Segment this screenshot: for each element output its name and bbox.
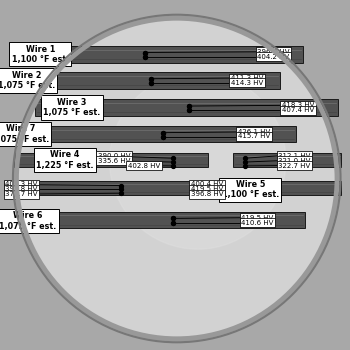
- Text: 335.6 HV: 335.6 HV: [98, 158, 130, 164]
- Bar: [233, 153, 341, 167]
- Text: 322.7 HV: 322.7 HV: [278, 162, 310, 169]
- Text: 403.3 HV: 403.3 HV: [5, 181, 38, 188]
- Bar: [35, 99, 338, 116]
- Bar: [4, 126, 296, 142]
- Text: 377.7 HV: 377.7 HV: [5, 191, 38, 197]
- Text: 411.3 HV: 411.3 HV: [231, 75, 263, 81]
- Text: 407.4 HV: 407.4 HV: [282, 107, 314, 113]
- Text: 404.2 HV: 404.2 HV: [257, 54, 289, 60]
- Text: 392.8 HV: 392.8 HV: [5, 186, 38, 193]
- Text: 414.3 HV: 414.3 HV: [231, 80, 263, 86]
- Text: Wire 5
1,100 °F est.: Wire 5 1,100 °F est.: [222, 180, 279, 200]
- Text: 312.1 HV: 312.1 HV: [278, 153, 311, 159]
- Circle shape: [16, 18, 337, 339]
- Text: 321.0 HV: 321.0 HV: [278, 158, 311, 164]
- Text: 410.6 HV: 410.6 HV: [241, 219, 274, 226]
- Text: Wire 3
1,075 °F est.: Wire 3 1,075 °F est.: [43, 98, 100, 117]
- Bar: [14, 46, 303, 63]
- Text: Wire 2
1,075 °F est.: Wire 2 1,075 °F est.: [0, 71, 55, 90]
- Text: 400.4 HV: 400.4 HV: [191, 181, 223, 188]
- Text: 418.3 HV: 418.3 HV: [282, 102, 314, 108]
- Text: Wire 6
1,075 °F est.: Wire 6 1,075 °F est.: [0, 211, 57, 231]
- Bar: [14, 153, 208, 167]
- Bar: [4, 72, 280, 89]
- Text: 396.3 HV: 396.3 HV: [257, 49, 290, 55]
- Text: 402.8 HV: 402.8 HV: [128, 162, 160, 169]
- Bar: [4, 181, 194, 195]
- Text: 396.8 HV: 396.8 HV: [191, 191, 223, 197]
- Text: 390.0 HV: 390.0 HV: [98, 153, 131, 159]
- Text: Wire 7
1,075 °F est.: Wire 7 1,075 °F est.: [0, 124, 49, 144]
- Text: 419.5 HV: 419.5 HV: [191, 186, 223, 193]
- Text: Wire 1
1,100 °F est.: Wire 1 1,100 °F est.: [12, 44, 69, 64]
- Text: 415.7 HV: 415.7 HV: [238, 133, 270, 140]
- Text: 426.1 HV: 426.1 HV: [238, 129, 270, 135]
- Text: Wire 4
1,225 °F est.: Wire 4 1,225 °F est.: [36, 150, 93, 170]
- Bar: [4, 212, 304, 228]
- Text: 419.5 HV: 419.5 HV: [241, 215, 274, 221]
- Circle shape: [110, 73, 286, 249]
- Bar: [231, 181, 341, 195]
